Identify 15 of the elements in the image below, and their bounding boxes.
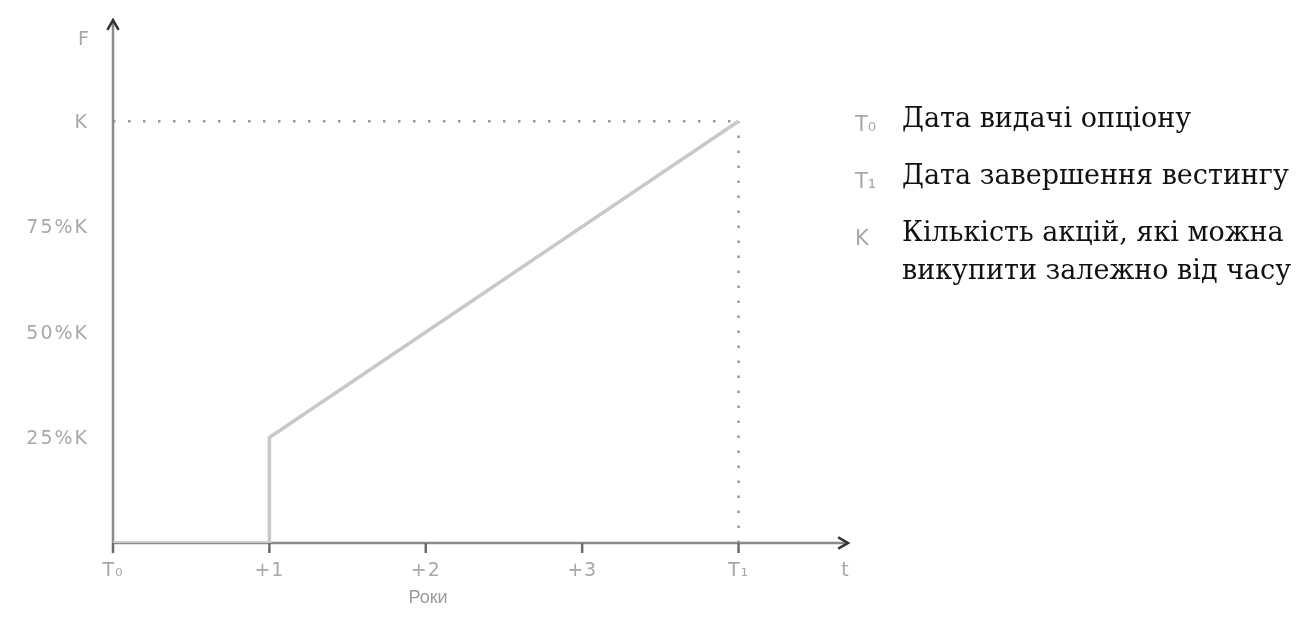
x-tick-label: T₁ [726, 558, 750, 581]
text: T₀ Дата видачі опціону [855, 102, 1192, 136]
x-tick-label: +2 [410, 558, 441, 581]
text: Роки [407, 586, 449, 608]
y-tick-label: K [74, 109, 89, 132]
y-tick-label: 25%K [26, 426, 89, 449]
x-tick-label: +3 [567, 558, 598, 581]
x-tick-label: +1 [254, 558, 285, 581]
y-tick-label: 50%K [26, 320, 89, 343]
text: T₁ Дата завершення вестингу [855, 159, 1289, 193]
y-tick-label: 75%K [26, 215, 89, 238]
x-tick-label: T₀ [101, 558, 124, 581]
text: K Кількість акцій, які можна викупити залежно від часу [855, 216, 1292, 285]
y-axis-title: F [78, 26, 89, 49]
x-axis-title: t [841, 558, 849, 581]
